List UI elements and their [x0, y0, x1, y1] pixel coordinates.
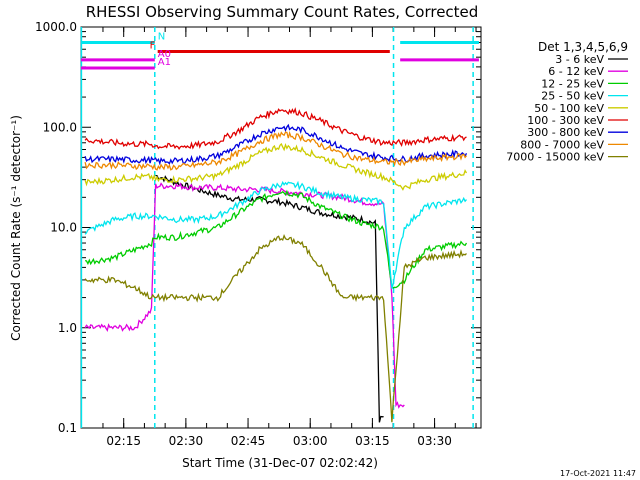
plot-area: 0.1 1.0 10.0 100.0 1000.0 02:15 02:30 02:45 03:0… — [35, 20, 482, 448]
legend-title: Det 1,3,4,5,6,9 — [538, 40, 628, 54]
series-line-6-12-kev — [84, 182, 405, 409]
series-line-25-50-kev — [84, 180, 467, 289]
x-axis-label: Start Time (31-Dec-07 02:02:42) — [182, 456, 378, 470]
legend-label: 6 - 12 keV — [548, 65, 604, 78]
legend-label: 12 - 25 keV — [541, 77, 604, 90]
y-tick-label: 0.1 — [58, 421, 77, 435]
series-line-300-800-kev — [84, 123, 468, 166]
series-line-50-100-kev — [84, 142, 468, 191]
legend-label: 50 - 100 keV — [534, 102, 604, 115]
y-tick-label: 1.0 — [58, 321, 77, 335]
legend-label: 7000 - 15000 keV — [506, 151, 604, 164]
legend-label: 300 - 800 keV — [527, 126, 604, 139]
flag-label-n: N — [158, 32, 165, 43]
series-line-100-300-kev — [84, 107, 467, 150]
y-axis-label: Corrected Count Rate (s⁻¹ detector⁻¹) — [9, 115, 23, 341]
legend-label: 25 - 50 keV — [541, 90, 604, 103]
legend-label: 3 - 6 keV — [555, 53, 604, 66]
y-tick-label: 10.0 — [50, 221, 77, 235]
x-tick-label: 02:30 — [169, 434, 204, 448]
x-tick-label: 02:15 — [106, 434, 141, 448]
legend-label: 800 - 7000 keV — [520, 138, 604, 151]
flag-label-a0: A0 — [158, 49, 171, 60]
flag-label-f: F — [150, 40, 156, 51]
flag-label-a1: A1 — [158, 57, 171, 68]
plot-frame — [80, 26, 482, 429]
y-tick-label: 100.0 — [43, 120, 77, 134]
timestamp: 17-Oct-2021 11:47 — [560, 469, 636, 478]
y-tick-label: 1000.0 — [35, 20, 77, 34]
series-line-800-7000-kev — [84, 130, 467, 171]
x-tick-label: 03:15 — [355, 434, 390, 448]
series-line-7000-15000-kev — [84, 233, 467, 423]
legend-label: 100 - 300 keV — [527, 114, 604, 127]
x-tick-label: 03:00 — [293, 434, 328, 448]
x-tick-label: 02:45 — [231, 434, 266, 448]
chart-title: RHESSI Observing Summary Count Rates, Co… — [86, 3, 479, 21]
x-tick-label: 03:30 — [417, 434, 452, 448]
